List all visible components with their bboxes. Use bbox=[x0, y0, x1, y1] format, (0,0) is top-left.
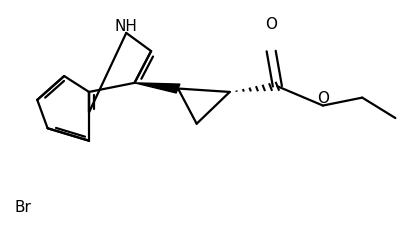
Polygon shape bbox=[134, 83, 180, 93]
Text: NH: NH bbox=[114, 19, 138, 34]
Text: O: O bbox=[316, 91, 328, 106]
Text: O: O bbox=[265, 17, 276, 32]
Text: Br: Br bbox=[14, 200, 31, 215]
